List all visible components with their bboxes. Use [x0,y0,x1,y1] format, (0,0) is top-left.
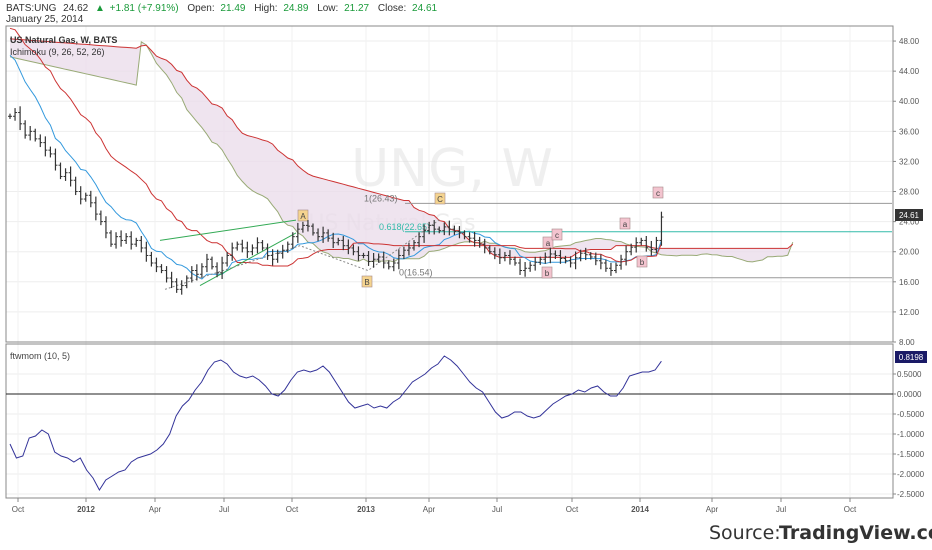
source-prefix: Source: [709,522,781,544]
price-axis-tick-label: 24.00 [899,218,920,227]
header-open-label: Open: [187,3,214,14]
fib-level-label: 0(16.54) [399,268,433,278]
marker-a-second-label: a [623,220,628,229]
price-axis-tick-label: 28.00 [899,188,920,197]
header-close-label: Close: [378,3,406,14]
chart-title[interactable]: US Natural Gas, W, BATS [10,35,117,45]
source-credit: Source: TradingView.com [709,522,932,544]
marker-a-second-box [619,217,631,230]
marker-c-box [434,192,446,205]
osc-axis-tick-label: -2.0000 [897,470,925,479]
price-axis-tick-label: 20.00 [899,248,920,257]
header-open: 21.49 [220,3,245,14]
source-brand: TradingView.com [779,522,932,544]
time-axis: Oct 2012 Apr Jul Oct 2013 Apr Jul Oct 2014 Apr Jul O… [12,498,857,514]
marker-b-minor-box [541,266,553,279]
time-axis-tick-label: Apr [423,505,436,514]
time-axis-tick-label: 2012 [77,505,95,514]
time-axis-tick-label: Jul [219,505,229,514]
osc-axis-tick-label: -1.0000 [897,430,925,439]
time-axis-tick-label: Jul [492,505,502,514]
up-arrow-icon: ▲ [95,3,105,14]
price-axis-tick-label: 8.00 [899,338,915,347]
header-last: 24.62 [63,3,88,14]
marker-a-minor-label: a [546,239,551,248]
current-price-badge: 24.61 [895,209,923,221]
trendline-lower [199,232,297,287]
trendline-upper [159,219,297,241]
svg-text:BATS:UNG 24.62 ▲: BATS:UNG 24.62 ▲ +1.81 (+7.91%) Open: 21… [6,3,438,14]
senkou-span-b-line [9,38,794,258]
price-axis-tick-label: 40.00 [899,97,920,106]
price-axis-tick-label: 16.00 [899,278,920,287]
osc-axis-tick-label: 0.5000 [897,370,922,379]
price-axis-tick-label: 48.00 [899,37,920,46]
marker-a-label: A [300,212,306,221]
ichimoku-lines [9,27,794,280]
marker-c-second-label: c [656,189,660,198]
time-axis-tick-label: Oct [844,505,857,514]
marker-b-second-box [636,255,648,268]
time-axis-tick-label: Apr [706,505,719,514]
osc-axis-tick-label: -1.5000 [897,450,925,459]
tenkan-sen-line [9,54,662,280]
cloud-fill [10,38,793,262]
header-high-label: High: [254,3,277,14]
fib-level-label: 0.618(22.65) [379,222,430,232]
time-axis-tick-label: Oct [566,505,579,514]
osc-axis-tick-label: 0.0000 [897,390,922,399]
marker-c-minor-box [551,228,563,241]
header-change: +1.81 (+7.91%) [110,3,179,14]
osc-badge-bg [895,351,927,363]
marker-c-label: C [437,195,443,204]
oscillator-pane: 0.5000 0.0000 -0.5000 -1.0000 -1.5000 -2.0000… [6,355,925,499]
price-axis-tick-label: 36.00 [899,127,920,136]
marker-b-label: B [364,278,369,287]
marker-a-minor-box [542,236,554,249]
fib-level-label: 1(26.43) [364,193,398,203]
header-low-label: Low: [317,3,338,14]
price-badge-text: 24.61 [899,211,920,220]
oscillator-pane-frame [5,343,894,499]
pane-frames [5,25,894,499]
oscillator-value-badge: 0.8198 [895,351,927,363]
price-axis-tick-label: 12.00 [899,308,920,317]
price-pane-frame [5,25,894,343]
time-axis-tick-label: Jul [776,505,786,514]
header-symbol: BATS:UNG [6,3,57,14]
time-axis-tick-label: Apr [149,505,162,514]
header-close: 24.61 [412,3,437,14]
marker-c-minor-label: c [555,231,559,240]
price-badge-bg [895,209,923,221]
ichimoku-cloud [10,38,793,262]
oscillator-line [9,355,662,491]
time-axis-tick-label: Oct [12,505,25,514]
header-high: 24.89 [283,3,308,14]
price-bars [8,106,664,295]
time-axis-tick-label: 2014 [631,505,649,514]
price-axis-tick-label: 44.00 [899,67,920,76]
time-axis-tick-label: 2013 [357,505,375,514]
price-axis: 48.00 44.00 40.00 36.00 32.00 28.00 24.00 20.00… [893,37,920,347]
oscillator-title[interactable]: ftwmom (10, 5) [10,351,70,361]
osc-axis-tick-label: -0.5000 [897,410,925,419]
price-axis-tick-label: 32.00 [899,157,920,166]
header-date: January 25, 2014 [6,14,84,25]
marker-a-box [297,209,309,222]
header-low: 21.27 [344,3,369,14]
indicator-label[interactable]: Ichimoku (9, 26, 52, 26) [10,47,105,57]
chart-header: BATS:UNG 24.62 ▲ +1.81 (+7.91%) Open: 21… [6,3,438,57]
marker-b-box [361,275,373,288]
osc-axis-tick-label: -2.5000 [897,490,925,499]
osc-badge-text: 0.8198 [899,353,924,362]
marker-b-second-label: b [640,258,645,267]
watermark-symbol: UNG, W [351,139,553,199]
grid-lines [6,26,893,498]
marker-c-second-box [652,186,664,199]
time-axis-tick-label: Oct [286,505,299,514]
marker-b-minor-label: b [545,269,550,278]
kijun-sen-line [9,27,662,267]
